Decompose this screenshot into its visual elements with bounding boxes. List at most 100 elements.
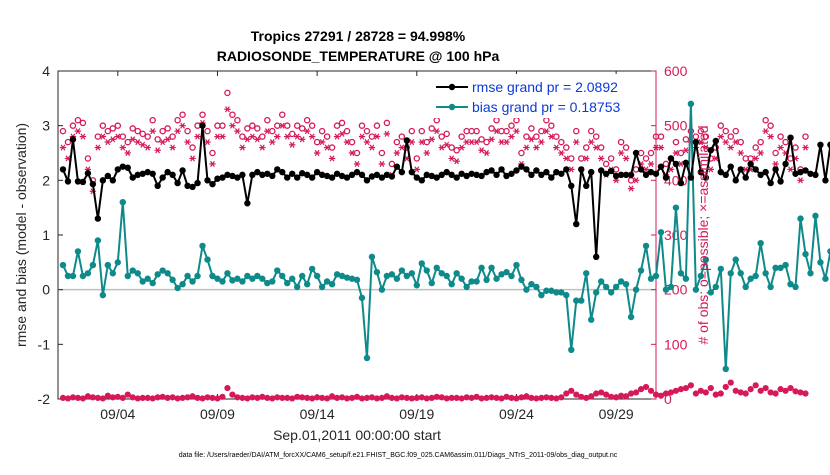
possible-obs-low-point [463, 394, 470, 401]
assimilated-obs-point [134, 139, 141, 146]
assimilated-obs-point [328, 155, 336, 162]
rmse-point [353, 168, 361, 176]
bias-point [752, 272, 759, 280]
rmse-point [518, 163, 525, 170]
rmse-point [647, 168, 655, 176]
rmse-point [543, 168, 550, 176]
possible-obs-point [164, 125, 171, 132]
bias-point [632, 286, 640, 293]
assimilated-obs-point [378, 160, 386, 167]
possible-obs-point [234, 116, 241, 124]
possible-obs-low-point [154, 394, 161, 401]
bias-point [508, 272, 515, 280]
possible-obs-low-point [662, 390, 670, 397]
possible-obs-low-point [119, 394, 126, 402]
possible-obs-point [802, 133, 809, 140]
assimilated-obs-point [418, 139, 425, 146]
bias-point [528, 281, 535, 288]
possible-obs-point [149, 116, 156, 124]
possible-obs-point [478, 136, 485, 143]
bias-point [737, 270, 744, 277]
rmse-point [822, 177, 829, 184]
possible-obs-point [732, 127, 739, 135]
possible-obs-point [573, 127, 580, 135]
possible-obs-low-point [164, 394, 171, 402]
rmse-point [508, 170, 515, 177]
bias-point [179, 281, 186, 288]
possible-obs-low-point [453, 394, 460, 402]
bias-point [797, 215, 804, 222]
rmse-point [807, 170, 814, 177]
rmse-point [558, 170, 565, 177]
possible-obs-point [752, 144, 759, 151]
assimilated-obs-point [513, 128, 520, 135]
assimilated-obs-point [204, 139, 211, 146]
possible-obs-point [792, 144, 799, 151]
rmse-point [333, 170, 341, 177]
rmse-point [368, 173, 376, 180]
possible-obs-low-point [139, 394, 146, 402]
rmse-point [637, 166, 645, 173]
bias-point [817, 259, 824, 266]
rmse-point [737, 166, 744, 173]
bias-point [757, 240, 764, 247]
rmse-point [264, 170, 271, 177]
bias-point [219, 278, 226, 285]
assimilated-obs-point [717, 133, 724, 140]
bias-point [159, 267, 166, 274]
rmse-point [279, 168, 286, 176]
possible-obs-low-point [269, 395, 276, 402]
rmse-point [159, 174, 166, 181]
possible-obs-low-point [338, 394, 346, 401]
assimilated-obs-point [682, 147, 690, 154]
rmse-point [563, 166, 570, 173]
bias-point [478, 264, 485, 271]
bias-point [523, 286, 530, 293]
assimilated-obs-point [114, 133, 121, 140]
possible-obs-point [782, 138, 789, 146]
left-y-axis-ticks: -2 -1 0 1 2 3 4 [38, 63, 63, 407]
possible-obs-low-point [787, 384, 794, 392]
bias-point [154, 271, 161, 278]
bias-point [259, 275, 266, 282]
possible-obs-low-point [618, 392, 625, 399]
rmse-point [702, 174, 710, 181]
possible-obs-point [682, 136, 690, 143]
possible-obs-point [508, 122, 515, 129]
bias-point [264, 279, 271, 287]
possible-obs-point [338, 119, 346, 127]
rmse-point [104, 172, 112, 180]
possible-obs-low-point [373, 395, 381, 402]
possible-obs-low-point [174, 395, 181, 402]
rmse-point [393, 163, 401, 170]
possible-obs-low-point [94, 394, 101, 402]
possible-obs-low-point [234, 394, 241, 401]
possible-obs-low-point [259, 393, 266, 400]
possible-obs-low-point [428, 394, 435, 402]
assimilated-obs-point [159, 139, 166, 146]
bias-point [378, 286, 386, 293]
possible-obs-low-point [114, 393, 121, 400]
assimilated-obs-point [722, 139, 729, 146]
possible-obs-low-point [358, 395, 366, 402]
possible-obs-point [473, 127, 480, 135]
left-y-tick-label: 2 [42, 172, 50, 188]
assimilated-obs-point [358, 133, 366, 140]
possible-obs-point [592, 133, 600, 140]
rmse-point [747, 160, 754, 168]
assimilated-obs-point [139, 141, 146, 148]
rmse-point [777, 178, 784, 185]
possible-obs-low-point [79, 395, 87, 402]
assimilated-obs-point [74, 128, 82, 135]
possible-obs-point [209, 149, 216, 157]
assimilated-obs-point [368, 144, 376, 151]
bias-point [642, 242, 650, 250]
bias-point [627, 313, 635, 321]
possible-obs-low-point [244, 395, 251, 402]
possible-obs-low-point [593, 390, 600, 397]
possible-obs-point [59, 127, 67, 135]
assimilated-obs-point [174, 128, 181, 135]
possible-obs-low-point [224, 384, 231, 392]
rmse-point [109, 177, 117, 184]
